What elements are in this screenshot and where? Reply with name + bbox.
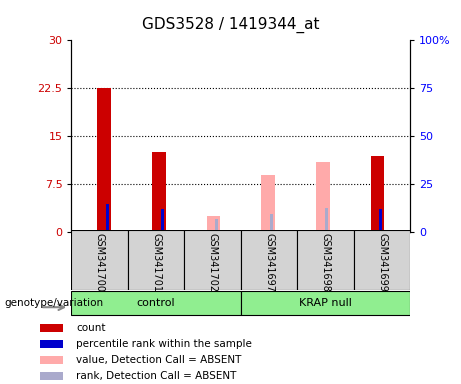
Text: GSM341697: GSM341697 <box>264 233 274 292</box>
Bar <box>71 230 128 290</box>
Bar <box>325 208 328 232</box>
Text: count: count <box>76 323 106 333</box>
Bar <box>184 230 241 290</box>
Text: genotype/variation: genotype/variation <box>5 298 104 308</box>
Text: GSM341698: GSM341698 <box>320 233 331 292</box>
Bar <box>354 230 410 290</box>
Bar <box>161 209 164 232</box>
Bar <box>71 291 241 315</box>
Bar <box>40 324 63 332</box>
Bar <box>40 372 63 379</box>
Bar <box>241 291 410 315</box>
Bar <box>40 356 63 364</box>
Bar <box>40 340 63 348</box>
Text: GSM341701: GSM341701 <box>151 233 161 292</box>
Text: GDS3528 / 1419344_at: GDS3528 / 1419344_at <box>142 17 319 33</box>
Bar <box>106 204 109 232</box>
Text: GSM341702: GSM341702 <box>207 233 218 293</box>
Bar <box>152 152 165 232</box>
Bar <box>261 175 275 232</box>
Text: control: control <box>137 298 176 308</box>
Bar <box>128 230 184 290</box>
Bar <box>97 88 111 232</box>
Text: rank, Detection Call = ABSENT: rank, Detection Call = ABSENT <box>76 371 236 381</box>
Bar <box>379 209 383 232</box>
Bar <box>316 162 330 232</box>
Text: percentile rank within the sample: percentile rank within the sample <box>76 339 252 349</box>
Bar <box>270 214 273 232</box>
Bar <box>297 230 354 290</box>
Bar <box>207 216 220 232</box>
Text: value, Detection Call = ABSENT: value, Detection Call = ABSENT <box>76 355 242 365</box>
Text: GSM341700: GSM341700 <box>95 233 105 292</box>
Bar <box>241 230 297 290</box>
Bar <box>215 219 219 232</box>
Bar <box>371 156 384 232</box>
Text: KRAP null: KRAP null <box>299 298 352 308</box>
Text: GSM341699: GSM341699 <box>377 233 387 292</box>
